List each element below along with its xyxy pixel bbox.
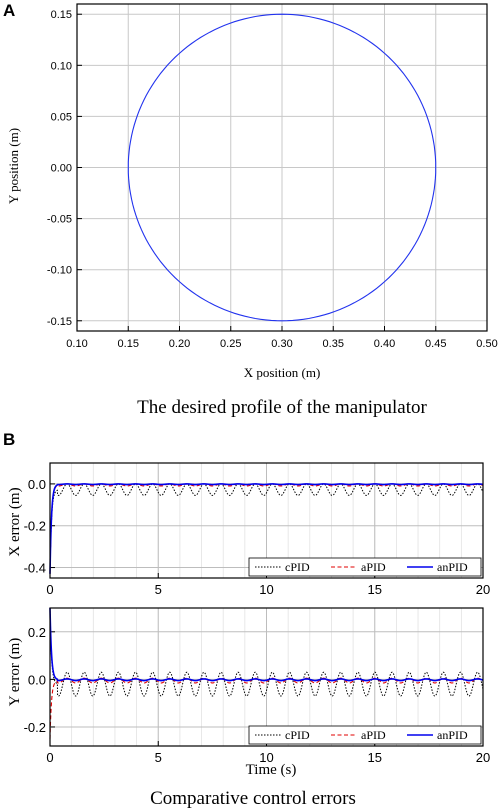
x-tick-label: 5 (155, 582, 162, 597)
x-tick-label: 0 (46, 750, 53, 765)
legend-label-cPID: cPID (285, 728, 310, 742)
plot-frame (76, 3, 488, 332)
legend-label-anPID: anPID (437, 560, 468, 574)
x-tick-label: 10 (259, 582, 273, 597)
x-tick-label: 10 (259, 750, 273, 765)
y-tick-label: 0.00 (51, 163, 72, 175)
y-tick-label: 0.15 (51, 9, 72, 21)
x-tick-label: 0 (46, 582, 53, 597)
x-tick-label: 0.35 (323, 338, 344, 350)
panel-b-label: B (3, 430, 15, 449)
legend-label-cPID: cPID (285, 560, 310, 574)
chart-a-xlabel: X position (m) (244, 365, 321, 380)
y-tick-label: 0.10 (51, 60, 72, 72)
series-line-anPID (49, 483, 484, 574)
y-tick-label: 0.0 (28, 672, 46, 687)
legend-label-aPID: aPID (361, 560, 386, 574)
chart-y-error: 0 5 10 15 20 -0.2 0.0 0.2 cPID aPID anPID (24, 607, 490, 765)
panel-b-caption: Comparative control errors (150, 788, 356, 809)
y-tick-label: -0.10 (47, 265, 72, 277)
x-tick-label: 0.50 (476, 338, 497, 350)
x-tick-label: 5 (155, 750, 162, 765)
x-tick-label: 0.45 (425, 338, 446, 350)
chart-x-error: 0 5 10 15 20 -0.4 -0.2 0.0 cPID aPID anPID (24, 462, 490, 597)
plot-frame (49, 462, 484, 579)
x-tick-label: 20 (476, 582, 490, 597)
chart-y-error-xlabel: Time (s) (246, 762, 297, 778)
chart-a: 0.10 0.15 0.20 0.25 0.30 0.35 0.40 0.45 0.50 -0.1… (47, 3, 498, 350)
chart-a-ylabel: Y position (m) (6, 128, 21, 204)
y-tick-label: -0.4 (24, 561, 46, 576)
legend-label-aPID: aPID (361, 728, 386, 742)
y-tick-label: 0.0 (28, 477, 46, 492)
y-tick-label: 0.2 (28, 625, 46, 640)
plot-frame (49, 607, 484, 747)
x-tick-label: 20 (476, 750, 490, 765)
chart-y-error-ylabel: Y error (m) (7, 638, 23, 707)
y-tick-label: -0.2 (24, 720, 46, 735)
legend-box (248, 725, 482, 745)
legend-label-anPID: anPID (437, 728, 468, 742)
y-tick-label: -0.05 (47, 214, 72, 226)
x-tick-label: 15 (368, 582, 382, 597)
y-tick-label: 0.05 (51, 111, 72, 123)
x-tick-label: 0.40 (374, 338, 395, 350)
chart-x-error-ylabel: X error (m) (7, 487, 23, 556)
x-tick-label: 0.20 (169, 338, 190, 350)
y-tick-label: -0.15 (47, 316, 72, 328)
x-tick-label: 0.15 (118, 338, 139, 350)
series-line-anPID (49, 607, 484, 682)
x-tick-label: 0.25 (220, 338, 241, 350)
series-line-cPID (49, 607, 484, 697)
y-tick-label: -0.2 (24, 519, 46, 534)
panel-a-label: A (3, 1, 15, 20)
legend-box (248, 557, 482, 577)
trajectory-circle (127, 13, 437, 322)
x-tick-label: 0.10 (66, 338, 87, 350)
series-line-cPID (49, 483, 484, 574)
x-tick-label: 0.30 (271, 338, 292, 350)
panel-a-caption: The desired profile of the manipulator (137, 397, 427, 418)
x-tick-label: 15 (368, 750, 382, 765)
